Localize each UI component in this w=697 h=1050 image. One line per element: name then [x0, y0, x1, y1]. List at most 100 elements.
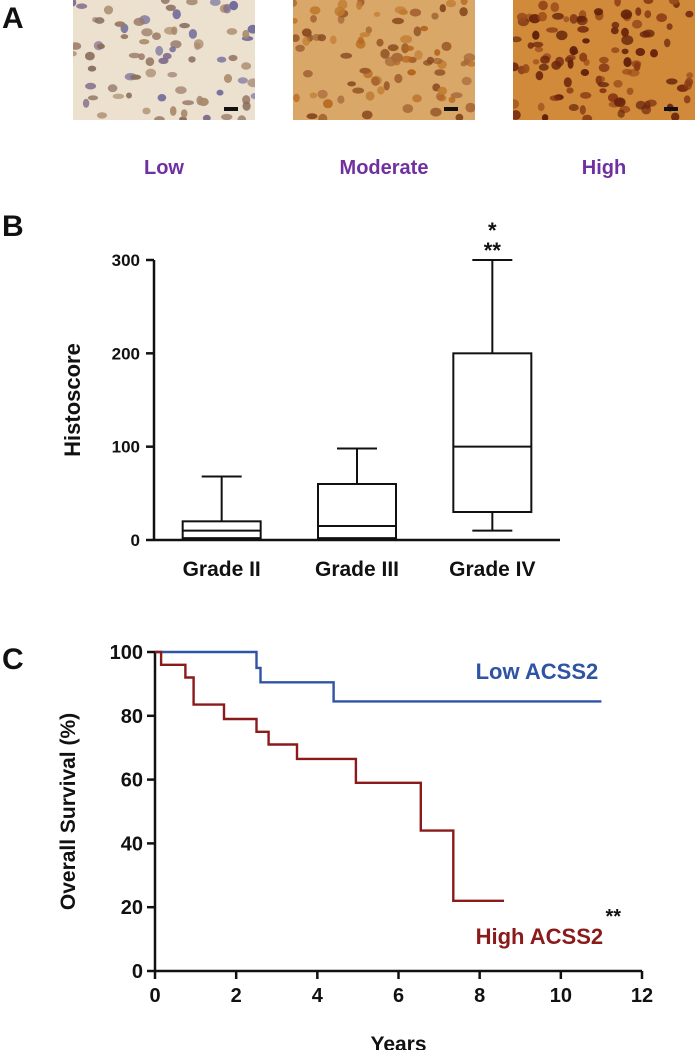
nucleus — [513, 62, 519, 72]
box-grade-iv — [452, 259, 533, 532]
nucleus — [614, 97, 626, 107]
nucleus — [114, 21, 126, 27]
label-high: High — [581, 157, 627, 179]
nucleus — [295, 44, 305, 52]
nucleus — [228, 54, 238, 62]
nucleus — [580, 69, 590, 76]
scale-bar — [444, 107, 458, 111]
nucleus — [556, 30, 568, 41]
nucleus — [172, 9, 181, 20]
nucleus — [216, 56, 227, 63]
nucleus — [420, 25, 429, 32]
y-tick-label: 20 — [121, 897, 143, 919]
series-line-high-acss2 — [155, 650, 504, 902]
nucleus — [87, 65, 97, 72]
nucleus — [459, 7, 468, 17]
nucleus — [598, 63, 610, 72]
nucleus — [613, 80, 623, 88]
nucleus — [155, 45, 164, 56]
survival-chart: 0 20 40 60 80 100 0 2 4 6 8 10 12 Years Overall Surviv… — [57, 642, 653, 1050]
scale-bar — [224, 107, 238, 111]
nucleus — [626, 87, 634, 96]
nucleus — [522, 64, 530, 74]
nucleus — [73, 42, 82, 50]
nucleus — [463, 58, 470, 65]
nucleus — [437, 86, 447, 96]
nucleus — [365, 26, 372, 34]
nucleus — [309, 6, 321, 15]
nucleus — [309, 92, 318, 99]
nucleus — [656, 13, 667, 22]
nucleus — [534, 46, 544, 53]
nucleus — [579, 105, 586, 115]
nucleus — [293, 0, 298, 7]
nucleus — [357, 36, 364, 45]
nucleus — [247, 24, 255, 34]
nucleus — [683, 80, 692, 91]
nucleus — [666, 23, 673, 30]
nucleus — [409, 8, 422, 17]
nucleus — [303, 70, 313, 78]
nucleus — [130, 74, 142, 80]
nucleus — [550, 2, 560, 12]
y-axis-label: Overall Survival (%) — [57, 713, 80, 910]
nucleus — [361, 110, 373, 120]
nucleus — [621, 35, 634, 46]
nucleus — [643, 0, 654, 4]
nucleus — [532, 30, 540, 40]
nucleus — [434, 69, 446, 76]
nucleus — [383, 81, 390, 91]
nucleus — [175, 86, 187, 94]
nucleus — [540, 55, 550, 64]
nucleus — [384, 56, 397, 67]
nucleus — [128, 52, 141, 59]
micrograph-moderate — [293, 0, 475, 120]
nucleus — [202, 114, 211, 120]
nucleus — [392, 17, 404, 25]
significance-star-single: * — [488, 218, 497, 243]
nucleus — [120, 34, 129, 40]
nucleus — [413, 26, 422, 37]
nucleus — [617, 109, 625, 118]
x-tick-label: Grade II — [183, 558, 261, 581]
y-tick-label: 300 — [112, 251, 140, 270]
x-tick-label: 12 — [631, 985, 653, 1007]
nucleus — [377, 86, 385, 95]
nucleus — [223, 74, 233, 83]
nucleus — [216, 89, 224, 96]
nucleus — [330, 35, 337, 45]
x-tick-label: 10 — [550, 985, 572, 1007]
nucleus — [461, 76, 472, 86]
nucleus — [96, 112, 108, 119]
y-tick-label: 0 — [131, 531, 140, 550]
y-tick-label: 0 — [132, 961, 143, 983]
nucleus — [577, 26, 589, 33]
nucleus — [635, 7, 642, 16]
nucleus — [158, 57, 169, 64]
nucleus — [535, 71, 544, 81]
nucleus — [76, 3, 88, 10]
nucleus — [169, 46, 176, 53]
nucleus — [334, 6, 345, 17]
nucleus — [685, 10, 694, 18]
label-low: Low — [144, 157, 184, 179]
nucleus — [432, 57, 443, 65]
nucleus — [380, 48, 390, 59]
nucleus — [242, 101, 251, 111]
nucleus — [631, 60, 642, 68]
nucleus — [310, 14, 317, 23]
y-axis-label: Histoscore — [60, 343, 85, 457]
nucleus — [516, 12, 528, 22]
nucleus — [193, 39, 204, 49]
nucleus — [596, 75, 606, 83]
nucleus — [546, 27, 558, 33]
nucleus — [610, 27, 619, 35]
nucleus — [188, 56, 196, 63]
nucleus — [85, 51, 95, 61]
nucleus — [639, 31, 651, 38]
nucleus — [241, 62, 252, 70]
nucleus — [431, 12, 439, 20]
nucleus — [302, 36, 311, 46]
nucleus — [646, 99, 657, 107]
nucleus — [563, 16, 570, 23]
